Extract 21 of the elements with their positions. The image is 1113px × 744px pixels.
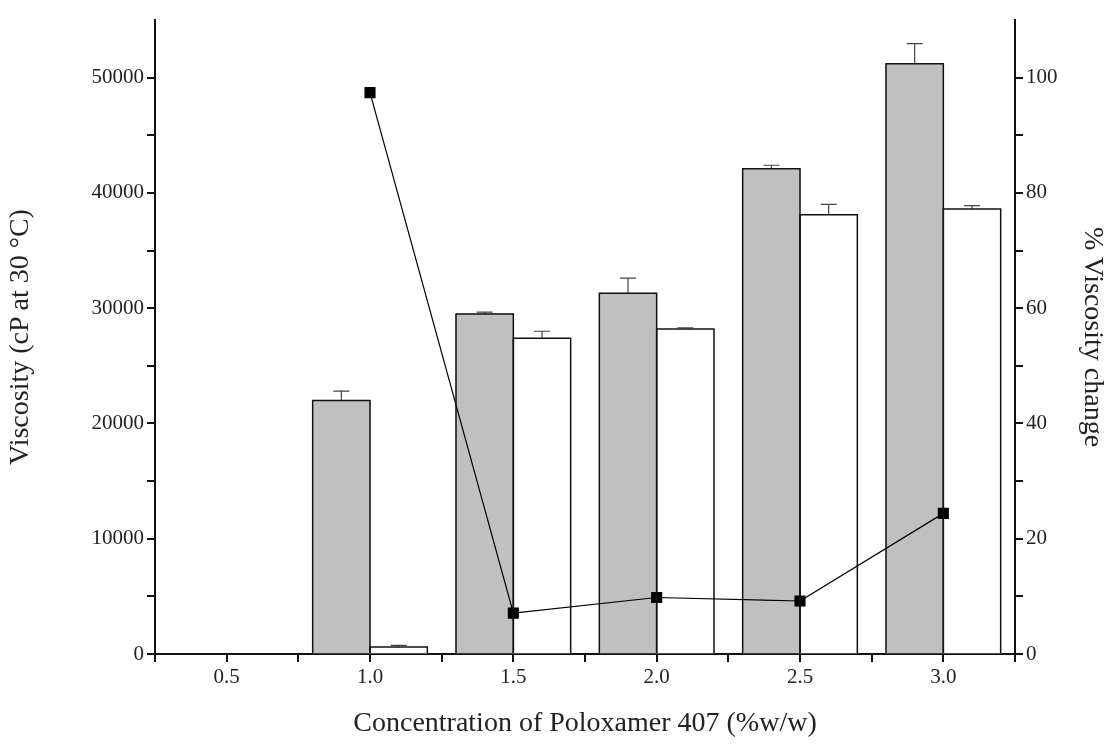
y-tick-label: 20000 xyxy=(91,409,144,434)
x-axis-title: Concentration of Poloxamer 407 (%w/w) xyxy=(353,705,817,737)
y2-axis-title: % Viscosity change xyxy=(1078,226,1110,448)
x-tick-label: 1.0 xyxy=(356,664,384,689)
x-tick-label: 1.5 xyxy=(500,664,527,689)
y-tick-label: 40000 xyxy=(91,179,144,204)
y-tick-label: 0 xyxy=(133,640,144,665)
y2-tick-label: 100 xyxy=(1026,64,1058,89)
y2-tick-label: 80 xyxy=(1026,179,1047,204)
y-tick-label: 30000 xyxy=(91,294,144,319)
x-tick-label: 0.5 xyxy=(213,664,240,689)
y-tick-label: 10000 xyxy=(91,525,144,550)
y2-tick-label: 60 xyxy=(1026,294,1047,319)
y2-tick-label: 40 xyxy=(1026,409,1047,434)
y2-tick-label: 0 xyxy=(1026,640,1037,665)
x-tick-label: 3.0 xyxy=(930,664,957,689)
x-tick-label: 2.0 xyxy=(643,664,670,689)
y-tick-label: 50000 xyxy=(91,64,144,89)
y2-tick-label: 20 xyxy=(1026,525,1047,550)
x-tick-label: 2.5 xyxy=(786,664,814,689)
y-axis-title: Viscosity (cP at 30 °C) xyxy=(3,209,35,465)
